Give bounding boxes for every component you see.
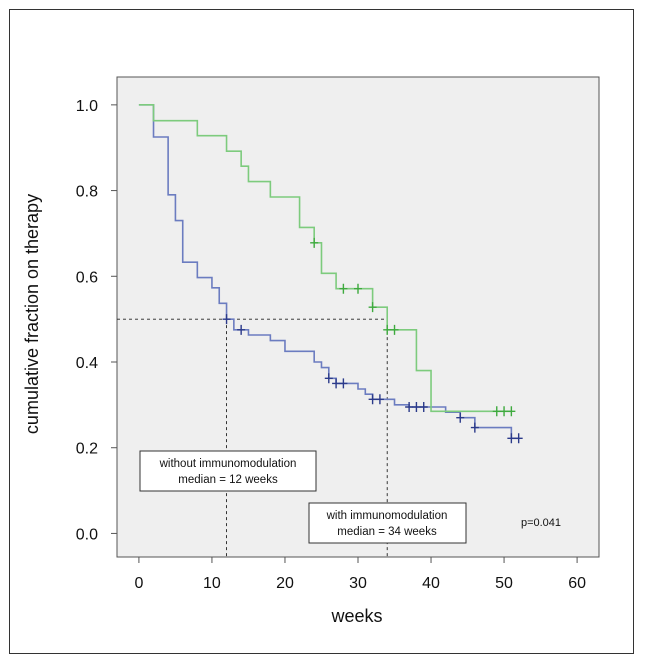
annotation-with-line2: median = 34 weeks <box>337 526 437 538</box>
censor-mark <box>383 324 392 335</box>
censor-mark <box>339 283 348 294</box>
annotation-box-with: with immunomodulation median = 34 weeks <box>308 502 467 544</box>
p-value: p=0.041 <box>521 517 561 529</box>
y-axis-label: cumulative fraction on therapy <box>22 194 42 434</box>
annotation-box-without: without immunomodulation median = 12 wee… <box>139 450 317 492</box>
censor-mark <box>390 324 399 335</box>
censor-mark <box>368 302 377 313</box>
y-tick-label: 0.6 <box>76 269 98 286</box>
censor-mark <box>339 378 348 389</box>
x-tick-label: 40 <box>422 575 440 592</box>
censor-mark <box>514 433 523 444</box>
x-axis-label: weeks <box>330 606 382 626</box>
censor-mark <box>507 406 516 417</box>
y-tick-label: 0.4 <box>76 355 98 372</box>
censor-mark <box>492 406 501 417</box>
y-tick-label: 1.0 <box>76 98 98 115</box>
x-tick-label: 50 <box>495 575 513 592</box>
censor-mark <box>332 378 341 389</box>
censor-marks <box>222 237 523 444</box>
annotation-box-with-frame <box>308 502 467 544</box>
annotation-with-line1: with immunomodulation <box>326 510 448 522</box>
x-tick-label: 10 <box>203 575 221 592</box>
censor-mark <box>412 402 421 412</box>
censor-mark <box>470 422 479 433</box>
figure-frame <box>9 9 634 654</box>
annotation-box-without-frame <box>139 450 317 492</box>
annotation-without-line2: median = 12 weeks <box>178 474 278 486</box>
censor-mark <box>237 324 246 335</box>
censor-mark <box>310 237 319 248</box>
censor-mark <box>368 394 377 405</box>
annotation-without-line1: without immunomodulation <box>159 458 297 470</box>
censor-mark <box>405 402 414 412</box>
series-with-immunomodulation <box>138 104 512 413</box>
x-tick-label: 20 <box>276 575 294 592</box>
y-tick-label: 0.8 <box>76 184 98 201</box>
x-tick-label: 0 <box>134 575 143 592</box>
censor-mark <box>324 373 333 384</box>
censor-mark <box>354 283 362 294</box>
censor-mark <box>507 433 516 444</box>
y-tick-label: 0.0 <box>76 526 98 543</box>
y-tick-label: 0.2 <box>76 441 98 458</box>
x-axis: 0 10 20 30 40 50 60 <box>134 557 586 592</box>
censor-mark <box>222 314 231 325</box>
x-tick-label: 60 <box>568 575 586 592</box>
censor-mark <box>456 412 465 423</box>
censor-mark <box>500 406 509 417</box>
censor-mark <box>375 394 384 405</box>
censor-mark <box>419 402 428 412</box>
x-tick-label: 30 <box>349 575 367 592</box>
y-axis: 0.0 0.2 0.4 0.6 0.8 1.0 <box>76 98 117 543</box>
